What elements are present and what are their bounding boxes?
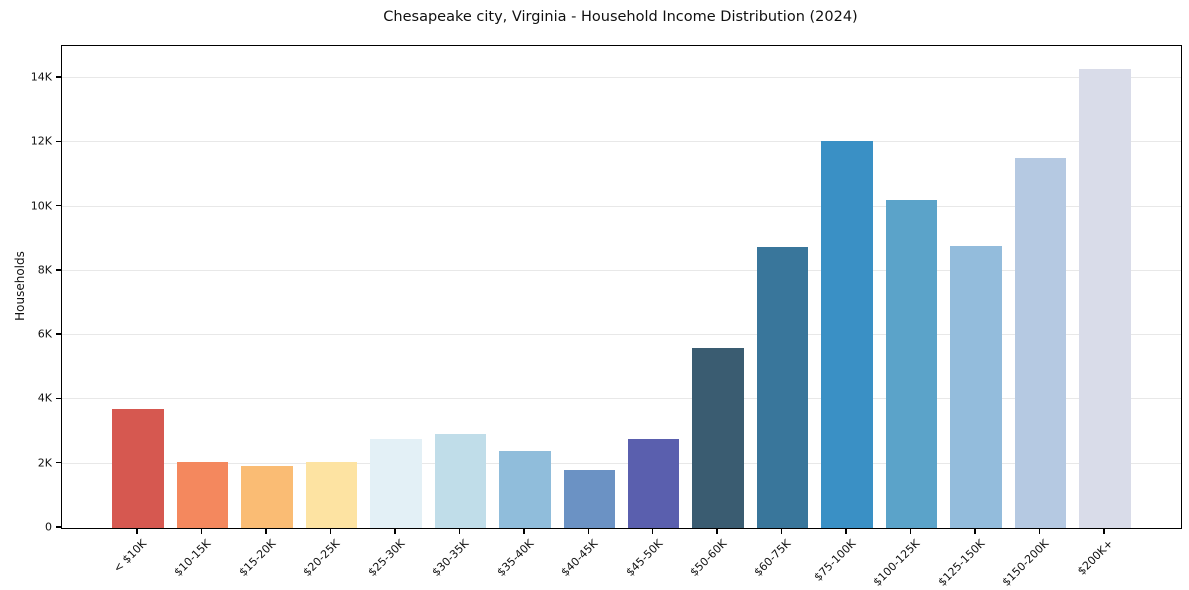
bar bbox=[1079, 69, 1131, 528]
chart-title: Chesapeake city, Virginia - Household In… bbox=[383, 9, 858, 25]
y-tick-label: 8K bbox=[37, 263, 52, 277]
bar bbox=[176, 461, 229, 528]
y-tick-mark bbox=[56, 333, 61, 335]
x-tick-label: $150-200K bbox=[999, 537, 1052, 589]
gridline bbox=[62, 77, 1181, 79]
y-tick-mark bbox=[56, 76, 61, 78]
bar bbox=[950, 245, 1002, 528]
x-tick-label: $10-15K bbox=[171, 537, 214, 579]
gridline bbox=[62, 398, 1181, 400]
x-tick-mark bbox=[587, 528, 590, 534]
x-tick-mark bbox=[329, 528, 332, 534]
bar bbox=[692, 347, 744, 528]
bar bbox=[370, 439, 422, 528]
bar bbox=[756, 247, 809, 528]
x-tick-mark bbox=[909, 528, 912, 534]
y-tick-mark bbox=[56, 397, 61, 400]
y-tick-label: 2K bbox=[37, 456, 52, 470]
x-tick-label: $25-30K bbox=[365, 537, 408, 579]
x-tick-label: $20-25K bbox=[300, 537, 343, 579]
y-axis-label: Households bbox=[13, 251, 27, 321]
x-tick-label: $200K+ bbox=[1075, 537, 1116, 578]
gridline bbox=[62, 205, 1181, 207]
bar bbox=[627, 438, 680, 528]
bar bbox=[885, 199, 938, 528]
x-tick-label: $75-100K bbox=[811, 537, 859, 584]
y-tick-mark bbox=[56, 461, 61, 464]
y-tick-label: 0 bbox=[45, 520, 52, 534]
bar bbox=[563, 469, 616, 528]
x-tick-mark bbox=[716, 528, 718, 534]
x-tick-label: < $10K bbox=[111, 537, 150, 576]
x-tick-mark bbox=[200, 528, 203, 534]
bar bbox=[1014, 158, 1067, 528]
y-tick-label: 10K bbox=[30, 199, 52, 213]
bar bbox=[434, 433, 487, 528]
x-tick-mark bbox=[651, 528, 654, 534]
y-tick-mark bbox=[56, 204, 61, 207]
x-tick-mark bbox=[458, 528, 461, 534]
bar bbox=[821, 140, 873, 528]
y-tick-label: 14K bbox=[30, 70, 52, 84]
x-tick-label: $100-125K bbox=[870, 537, 923, 589]
x-tick-mark bbox=[136, 528, 138, 534]
x-tick-mark bbox=[523, 528, 525, 534]
y-tick-mark bbox=[56, 269, 61, 271]
bar bbox=[499, 450, 551, 528]
x-tick-mark bbox=[394, 528, 396, 534]
x-tick-mark bbox=[1103, 528, 1105, 534]
gridline bbox=[62, 141, 1181, 143]
y-tick-label: 12K bbox=[30, 134, 52, 148]
y-tick-label: 6K bbox=[37, 327, 52, 341]
x-tick-mark bbox=[1038, 528, 1041, 534]
x-tick-label: $40-45K bbox=[558, 537, 601, 579]
gridline bbox=[62, 462, 1181, 464]
x-tick-label: $15-20K bbox=[236, 537, 279, 579]
x-tick-mark bbox=[780, 528, 783, 534]
bar bbox=[305, 462, 358, 528]
plot-area bbox=[61, 45, 1182, 529]
bar bbox=[241, 465, 293, 528]
gridline bbox=[62, 334, 1181, 336]
x-tick-label: $30-35K bbox=[429, 537, 472, 579]
y-tick-label: 4K bbox=[37, 391, 52, 405]
x-tick-label: $45-50K bbox=[623, 537, 665, 579]
x-tick-label: $125-150K bbox=[935, 537, 988, 589]
x-tick-mark bbox=[974, 528, 976, 534]
y-tick-mark bbox=[56, 526, 61, 528]
y-tick-mark bbox=[56, 140, 61, 143]
x-tick-label: $60-75K bbox=[751, 537, 794, 579]
bar bbox=[112, 409, 164, 528]
x-tick-mark bbox=[845, 528, 847, 534]
x-tick-label: $35-40K bbox=[494, 537, 537, 579]
x-tick-label: $50-60K bbox=[687, 537, 730, 579]
x-tick-mark bbox=[265, 528, 267, 534]
gridline bbox=[62, 269, 1181, 271]
